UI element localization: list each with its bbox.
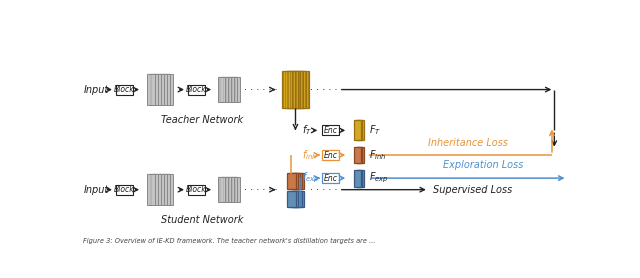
Text: Block: Block [186,85,207,94]
Text: $F_{exp}$: $F_{exp}$ [369,171,389,185]
Bar [294,191,304,207]
Bar [285,71,294,108]
Bar [161,174,170,205]
Bar [355,147,362,163]
Bar [150,174,158,205]
Bar [164,74,173,105]
Text: Input: Input [84,185,109,195]
Bar [291,191,300,207]
Bar [355,120,362,140]
Text: $F_T$: $F_T$ [369,123,381,137]
Bar [300,71,309,108]
Bar [289,191,298,207]
Text: Enc: Enc [323,174,337,183]
Bar [322,173,339,183]
Text: $f_{exp}$: $f_{exp}$ [303,171,320,185]
Text: Teacher Network: Teacher Network [161,115,243,125]
Text: · · · · · ·: · · · · · · [310,85,344,95]
Bar [229,177,237,202]
Bar [221,77,228,102]
Bar [218,177,225,202]
Bar [294,173,304,189]
Bar [358,147,364,163]
Text: Exploration Loss: Exploration Loss [443,160,523,170]
Bar [292,191,302,207]
Bar [322,150,339,160]
Bar [159,74,167,105]
Bar [116,85,132,95]
Bar [223,77,231,102]
Text: Block: Block [186,185,207,194]
Bar [353,147,360,163]
Bar [156,174,164,205]
Text: $f_T$: $f_T$ [303,123,312,137]
Bar [164,174,173,205]
Bar [232,177,240,202]
Bar [152,74,161,105]
Text: Input: Input [84,85,109,95]
Bar [218,77,225,102]
Text: · · · · · ·: · · · · · · [310,185,344,195]
Bar [221,177,228,202]
Bar [232,77,240,102]
Bar [353,170,360,187]
Bar [161,74,170,105]
Bar [188,85,205,95]
Bar [152,174,161,205]
Bar [287,191,296,207]
Text: Student Network: Student Network [161,215,244,225]
Bar [293,71,303,108]
Bar [291,173,300,189]
Bar [287,71,298,108]
Bar [223,177,231,202]
Bar [289,173,298,189]
Bar [353,120,360,140]
Bar [229,77,237,102]
Bar [156,74,164,105]
Bar [358,170,364,187]
Bar [227,77,234,102]
Text: $F_{inh}$: $F_{inh}$ [369,148,387,162]
Text: Inheritance Loss: Inheritance Loss [428,138,508,148]
Text: Figure 3: Overview of IE-KD framework. The teacher network's distillation target: Figure 3: Overview of IE-KD framework. T… [83,238,376,244]
Text: Block: Block [114,85,134,94]
Text: · · · · · ·: · · · · · · [244,85,277,95]
Bar [296,71,307,108]
Text: Block: Block [114,185,134,194]
Bar [147,74,156,105]
Bar [358,120,364,140]
Bar [322,125,339,135]
Bar [116,185,132,195]
Bar [159,174,167,205]
Bar [227,177,234,202]
Text: · · · · · ·: · · · · · · [244,185,277,195]
Bar [150,74,158,105]
Text: $f_{inh}$: $f_{inh}$ [303,148,318,162]
Bar [292,173,302,189]
Bar [355,170,362,187]
Bar [188,185,205,195]
Bar [282,71,292,108]
Bar [291,71,301,108]
Text: Enc: Enc [323,126,337,135]
Bar [287,173,296,189]
Bar [147,174,156,205]
Text: Supervised Loss: Supervised Loss [433,185,512,195]
Text: Enc: Enc [323,150,337,160]
